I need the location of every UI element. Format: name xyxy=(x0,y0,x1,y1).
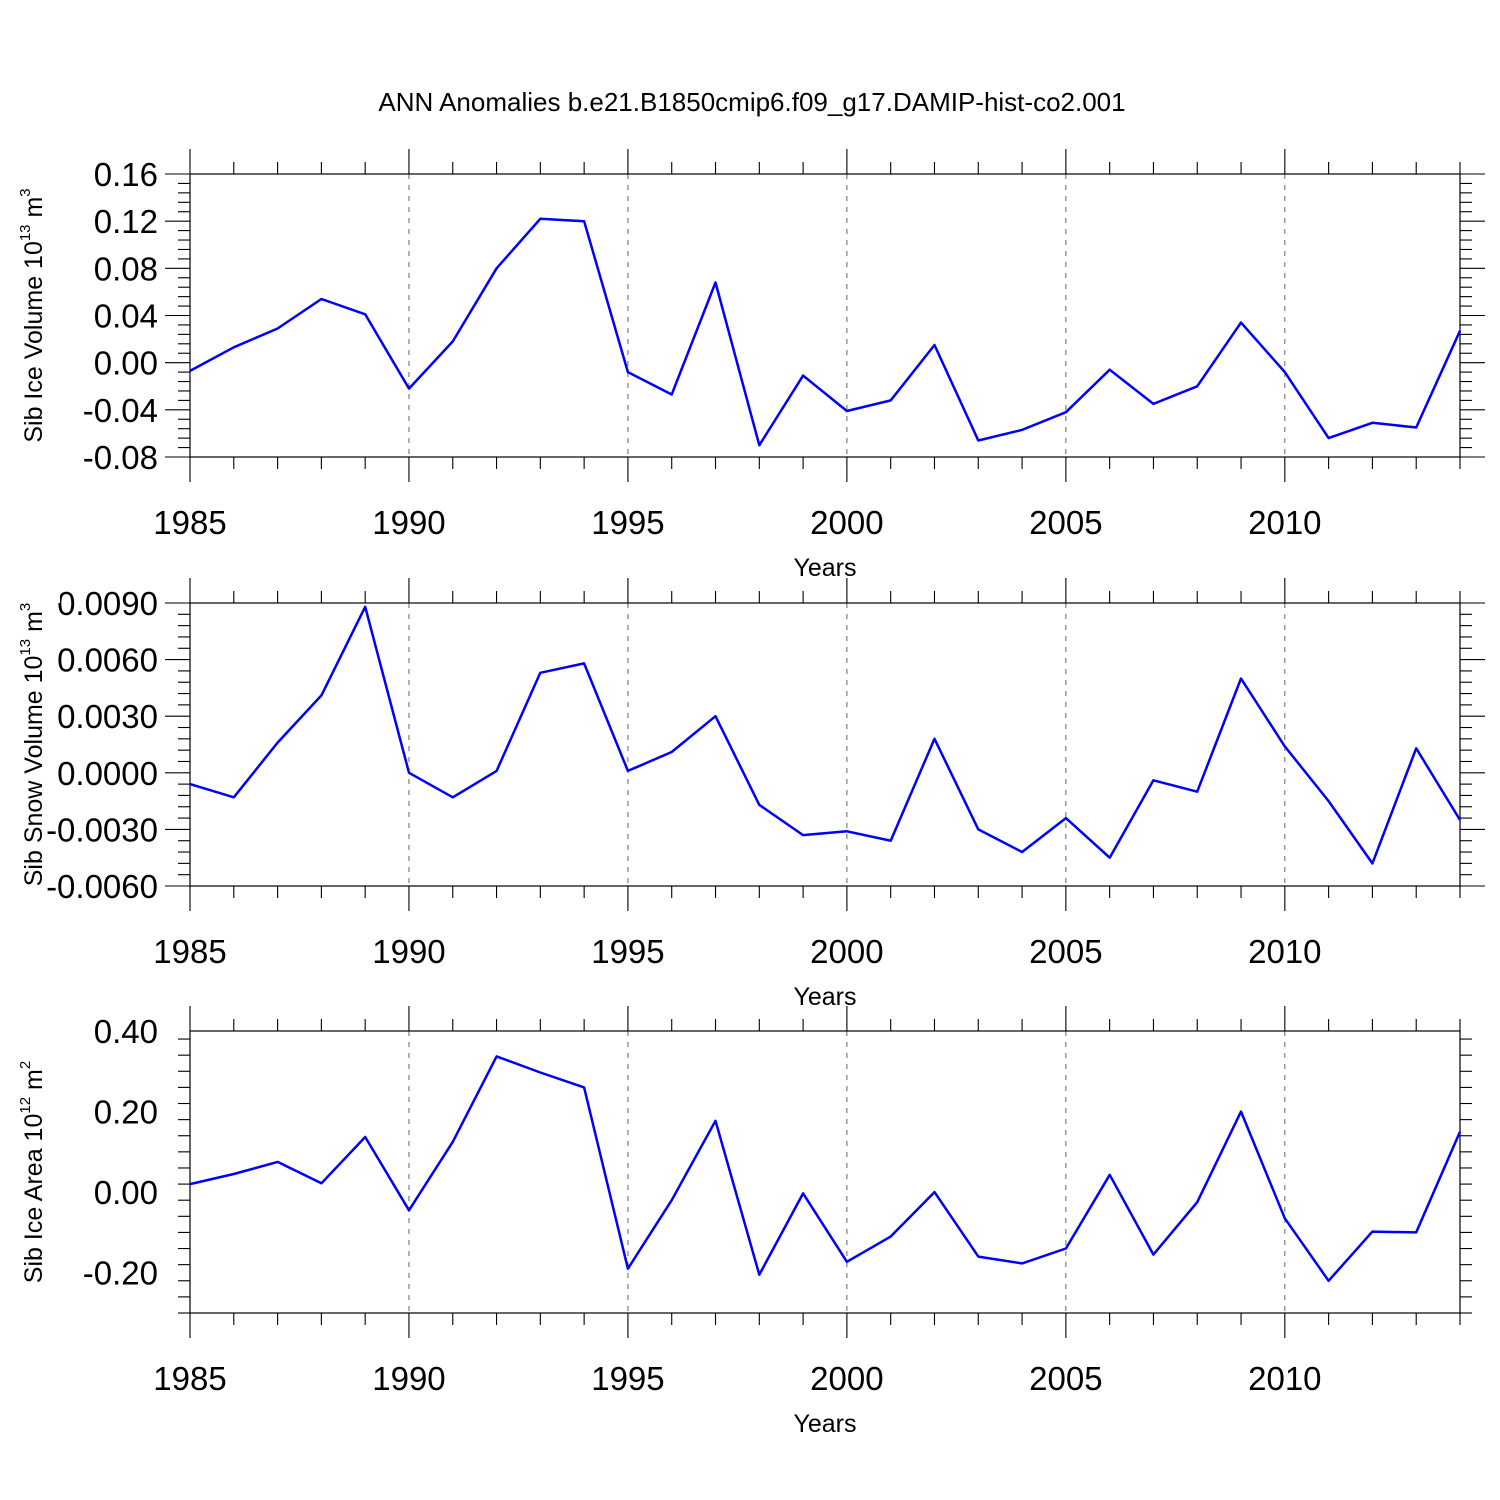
panel-1: 1985 1990 1995 2000 2005 2010 Years -0.08 -0.04 0… xyxy=(17,149,1485,582)
x-tick-label: 2005 xyxy=(1029,933,1102,970)
y-tick-label: 0.16 xyxy=(94,156,158,193)
y-tick-label: 0.0000 xyxy=(57,755,158,792)
y-tick-label: 0.00 xyxy=(94,345,158,382)
x-tick-label: 1985 xyxy=(153,933,226,970)
y-tick-label: 0.0060 xyxy=(57,642,158,679)
x-axis-title: Years xyxy=(793,1410,856,1438)
x-tick-label: 2000 xyxy=(810,933,883,970)
y-tick-label: -0.08 xyxy=(83,439,158,476)
x-axis-title: Years xyxy=(793,983,856,1011)
x-tick-label: 1985 xyxy=(153,504,226,541)
y-tick-label: 0.12 xyxy=(94,203,158,240)
x-tick-label: 2000 xyxy=(810,1360,883,1397)
figure-title: ANN Anomalies b.e21.B1850cmip6.f09_g17.D… xyxy=(378,87,1125,117)
title-mask xyxy=(0,898,60,938)
y-tick-label: -0.20 xyxy=(83,1255,158,1292)
y-tick-label: -0.0030 xyxy=(46,811,158,848)
series-line xyxy=(189,217,1462,447)
plot-frame xyxy=(189,1030,1461,1314)
y-axis-title: Sib Snow Volume 1013 m3 xyxy=(17,603,48,887)
y-tick-label: 0.40 xyxy=(94,1013,158,1050)
panel-2: 1985 1990 1995 2000 2005 2010 Years -0.0060 -0.0… xyxy=(17,578,1485,1011)
y-tick-label: 0.04 xyxy=(94,298,158,335)
x-tick-label: 1990 xyxy=(372,504,445,541)
panel-3: 1985 1990 1995 2000 2005 2010 Years -0.20 0.00 0.… xyxy=(17,1006,1472,1438)
x-tick-label: 1990 xyxy=(372,933,445,970)
plot-frame xyxy=(189,602,1461,887)
x-tick-label: 2005 xyxy=(1029,504,1102,541)
plot-frame xyxy=(189,173,1461,458)
x-tick-label: 1990 xyxy=(372,1360,445,1397)
series-line xyxy=(189,1055,1462,1283)
x-tick-label: 2000 xyxy=(810,504,883,541)
y-axis-title: Sib Ice Area 1012 m2 xyxy=(17,1061,48,1283)
x-tick-label: 2010 xyxy=(1248,504,1321,541)
title-mask xyxy=(0,583,60,603)
y-tick-label: -0.0060 xyxy=(46,868,158,905)
x-tick-label: 1995 xyxy=(591,933,664,970)
y-tick-label: 0.0090 xyxy=(57,585,158,622)
y-axis-title: Sib Ice Volume 1013 m3 xyxy=(17,188,48,442)
x-tick-label: 1995 xyxy=(591,504,664,541)
y-tick-label: 0.0030 xyxy=(57,698,158,735)
y-tick-label: 0.20 xyxy=(94,1094,158,1131)
x-tick-label: 2005 xyxy=(1029,1360,1102,1397)
x-tick-label: 2010 xyxy=(1248,1360,1321,1397)
x-tick-label: 2010 xyxy=(1248,933,1321,970)
x-axis-title: Years xyxy=(793,554,856,582)
panels-container: 1985 1990 1995 2000 2005 2010 Years -0.08 -0.04 0… xyxy=(0,149,1485,1438)
x-tick-label: 1985 xyxy=(153,1360,226,1397)
y-tick-label: 0.00 xyxy=(94,1174,158,1211)
y-tick-label: 0.08 xyxy=(94,250,158,287)
x-tick-label: 1995 xyxy=(591,1360,664,1397)
y-tick-label: -0.04 xyxy=(83,392,158,429)
series-line xyxy=(189,605,1462,865)
